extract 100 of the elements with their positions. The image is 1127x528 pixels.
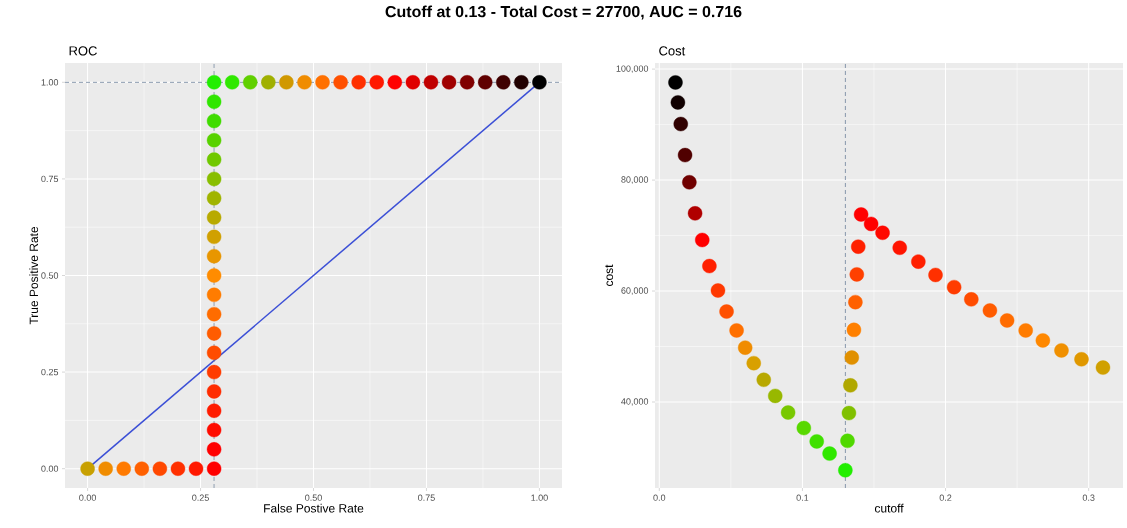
point [478, 75, 493, 90]
point [1035, 333, 1051, 348]
point [844, 350, 859, 365]
point [134, 461, 150, 476]
x-tick-label: 0.50 [305, 494, 322, 501]
point [206, 171, 222, 187]
point [206, 384, 222, 399]
point [964, 292, 979, 307]
point [892, 240, 907, 255]
point [843, 378, 858, 393]
point [206, 248, 222, 264]
point [853, 207, 869, 222]
x-axis-title: cutoff [874, 503, 904, 513]
point [756, 372, 771, 388]
point [999, 313, 1015, 328]
y-tick-label: 0.50 [41, 272, 59, 279]
point [206, 345, 222, 360]
point [851, 239, 866, 254]
point [840, 433, 855, 449]
y-axis-title: cost [605, 264, 614, 286]
point [351, 75, 366, 90]
point [928, 267, 943, 283]
point [206, 75, 222, 90]
point [297, 75, 312, 90]
point [822, 446, 837, 461]
point [695, 232, 710, 248]
point [441, 75, 457, 90]
point [532, 75, 547, 90]
chart-title: ROC [69, 46, 97, 56]
point [687, 206, 703, 221]
point [206, 152, 222, 167]
x-tick-label: 1.00 [531, 494, 548, 501]
point [459, 75, 475, 90]
point [80, 461, 95, 476]
point [279, 75, 294, 90]
point [206, 94, 222, 109]
point [423, 75, 439, 90]
point [846, 322, 862, 338]
point [206, 422, 222, 438]
point [1095, 360, 1111, 375]
point [1018, 323, 1033, 338]
point [982, 303, 998, 318]
point [863, 216, 879, 232]
point [911, 254, 926, 269]
point [809, 434, 824, 449]
point [702, 258, 717, 274]
point [848, 294, 863, 310]
point [206, 364, 222, 380]
point [206, 191, 222, 206]
chart-title: Cost [659, 46, 686, 56]
x-tick-label: 0.75 [418, 494, 435, 501]
point [206, 287, 222, 303]
point [1074, 352, 1089, 367]
point [875, 225, 890, 240]
point [710, 283, 726, 298]
point [387, 75, 403, 90]
y-tick-label: 40,000 [621, 398, 649, 406]
point [849, 267, 865, 282]
point [768, 388, 783, 404]
point [369, 75, 384, 90]
point [333, 75, 348, 90]
y-axis-title: True Positive Rate [29, 226, 39, 325]
y-tick-label: 0.25 [41, 368, 59, 376]
point [243, 75, 258, 90]
point [206, 403, 222, 418]
point [796, 420, 812, 436]
point [673, 116, 688, 132]
x-tick-label: 0.3 [1082, 494, 1095, 501]
point [668, 75, 683, 90]
point [206, 306, 222, 322]
point [780, 405, 796, 420]
text: Cutoff at 0.13 - Total Cost = 27700, AUC = 0.716 [385, 5, 742, 20]
point [116, 461, 131, 476]
y-tick-label: 80,000 [621, 176, 649, 184]
x-tick-label: 0.00 [79, 494, 96, 501]
point [719, 304, 734, 319]
point [682, 175, 697, 190]
y-tick-label: 60,000 [621, 287, 649, 295]
y-tick-label: 0.00 [41, 465, 59, 472]
point [746, 355, 761, 371]
y-tick-label: 0.75 [41, 175, 59, 183]
point [206, 133, 222, 148]
point [261, 75, 276, 90]
point [1054, 343, 1069, 358]
x-axis-title: False Postive Rate [264, 503, 364, 513]
x-tick-label: 0.25 [192, 494, 209, 501]
point [729, 323, 744, 338]
y-tick-label: 1.00 [41, 79, 59, 86]
point [670, 95, 686, 110]
point [188, 461, 204, 476]
point [405, 75, 421, 90]
x-tick-label: 0.1 [796, 494, 809, 501]
x-tick-label: 0.0 [653, 494, 666, 501]
point [206, 268, 222, 283]
point [152, 461, 168, 476]
y-tick-label: 100,000 [616, 65, 649, 73]
point [206, 326, 222, 341]
point [170, 461, 186, 476]
point [677, 147, 693, 163]
point [206, 113, 222, 129]
